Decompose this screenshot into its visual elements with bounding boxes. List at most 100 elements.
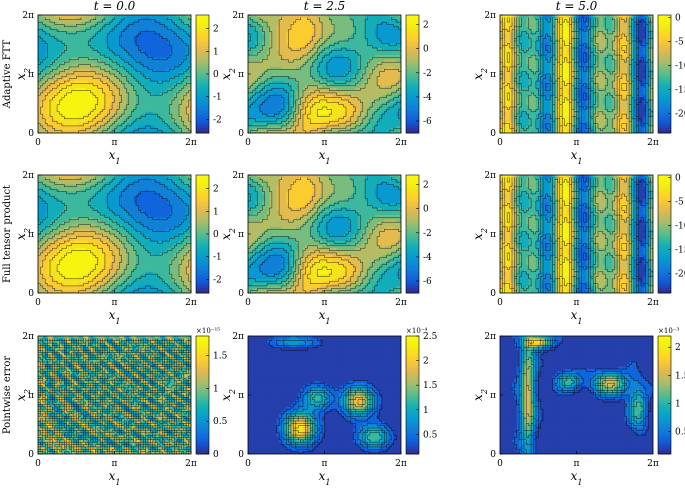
x-axis-label: x1 xyxy=(571,308,583,326)
x-axis-label: x1 xyxy=(109,469,121,487)
x-tick-label: 2π xyxy=(647,298,659,308)
colorbar-multiplier: ×10⁻³ xyxy=(658,327,679,335)
colorbar-multiplier: ×10⁻¹⁵ xyxy=(196,327,220,335)
colorbar-tick-label: 0 xyxy=(213,70,219,80)
colorbar-tick-label: -6 xyxy=(423,277,432,287)
contour-field xyxy=(248,175,401,293)
colorbar-tick-label: -20 xyxy=(675,270,685,280)
contour-field xyxy=(38,336,191,454)
colorbar: 2 1 0 -1 -2 xyxy=(195,174,222,294)
contour-lines xyxy=(511,338,653,454)
x-tick-label: π xyxy=(322,298,328,308)
row-label: Full tensor product xyxy=(2,185,13,283)
colorbar-tick-label: -2 xyxy=(213,275,222,285)
colorbar-tick-label: -15 xyxy=(675,86,685,96)
colorbar-multiplier: ×10⁻⁴ xyxy=(406,327,427,335)
y-axis-label: x2 xyxy=(14,228,32,240)
colorbar-tick-label: 0 xyxy=(423,205,429,215)
colorbar-tick-label: -2 xyxy=(423,229,432,239)
y-tick-label: π xyxy=(238,391,244,401)
column-title: t = 5.0 xyxy=(556,0,598,13)
x-tick-label: 0 xyxy=(497,298,503,308)
colorbar-tick-label: 0 xyxy=(213,230,219,240)
colorbar-tick-label: -4 xyxy=(423,93,432,103)
colorbar: 2.5 2 1.5 1 0.5 ×10⁻⁴ xyxy=(405,327,438,455)
colorbar: 0 -5 -10 -15 -20 xyxy=(657,13,685,134)
contour-lines xyxy=(38,338,191,454)
y-tick-label: 2π xyxy=(232,171,244,181)
x-tick-label: 0 xyxy=(35,459,41,469)
x-tick-label: 0 xyxy=(35,298,41,308)
y-tick-label: 0 xyxy=(28,129,34,139)
y-tick-label: 2π xyxy=(484,171,496,181)
colorbar-tick-label: -10 xyxy=(675,62,685,72)
y-tick-label: 2π xyxy=(22,171,34,181)
contour-lines xyxy=(500,177,653,293)
colorbar-tick-label: 2 xyxy=(423,357,429,367)
x-tick-label: 0 xyxy=(245,459,251,469)
colorbar-tick-label: 0.5 xyxy=(213,417,228,427)
x-tick-label: 2π xyxy=(395,138,407,148)
y-tick-label: π xyxy=(28,230,34,240)
y-tick-label: π xyxy=(28,391,34,401)
colorbar-tick-label: -6 xyxy=(423,117,432,127)
colorbar-tick-label: -4 xyxy=(423,253,432,263)
x-tick-label: 0 xyxy=(245,298,251,308)
colorbar-tick-label: 1 xyxy=(675,399,681,409)
colorbar-tick-label: 0 xyxy=(213,450,219,460)
y-tick-label: 0 xyxy=(238,289,244,299)
y-tick-label: π xyxy=(238,70,244,80)
x-tick-label: 0 xyxy=(245,138,251,148)
colorbar-tick-label: -10 xyxy=(675,222,685,232)
colorbar: 2 1.5 1 0.5 ×10⁻³ xyxy=(657,327,685,455)
colorbar-tick-label: -1 xyxy=(213,253,222,263)
colorbar-tick-label: 2 xyxy=(213,25,219,35)
x-axis-label: x1 xyxy=(571,148,583,166)
y-tick-label: 2π xyxy=(484,11,496,21)
y-axis-label: x2 xyxy=(219,68,237,80)
colorbar-tick-label: -5 xyxy=(675,197,684,207)
contour-field xyxy=(38,15,191,133)
row-label: Adaptive FTT xyxy=(2,39,13,109)
x-tick-label: π xyxy=(574,138,580,148)
x-tick-label: 2π xyxy=(395,298,407,308)
column-title: t = 2.5 xyxy=(304,0,346,13)
contour-lines xyxy=(269,338,397,454)
y-tick-label: 2π xyxy=(484,332,496,342)
colorbar-tick-label: 1 xyxy=(423,406,429,416)
x-axis-label: x1 xyxy=(319,148,331,166)
x-tick-label: 0 xyxy=(35,138,41,148)
colorbar-tick-label: -15 xyxy=(675,246,685,256)
contour-field xyxy=(500,175,653,293)
y-tick-label: 2π xyxy=(22,11,34,21)
x-axis-label: x1 xyxy=(319,308,331,326)
colorbar-tick-label: 0 xyxy=(675,173,681,183)
y-tick-label: π xyxy=(490,70,496,80)
x-tick-label: π xyxy=(574,298,580,308)
colorbar: 2 0 -2 -4 -6 xyxy=(405,14,432,134)
colorbar-tick-label: -2 xyxy=(423,69,432,79)
contour-lines xyxy=(248,177,401,293)
colorbar: 2 0 -2 -4 -6 xyxy=(405,174,432,294)
colorbar-tick-label: -1 xyxy=(213,93,222,103)
x-tick-label: 2π xyxy=(185,298,197,308)
contour-lines xyxy=(38,177,191,293)
x-tick-label: π xyxy=(112,298,118,308)
x-tick-label: 0 xyxy=(497,138,503,148)
panel-r2-c1: 00 π π 2π 2π x1 x2 2.5 2 1.5 1 0.5 ×10⁻⁴ xyxy=(219,327,438,487)
contour-lines xyxy=(500,17,653,133)
contour-lines xyxy=(248,17,401,133)
y-tick-label: 0 xyxy=(28,289,34,299)
contour-field xyxy=(38,175,191,293)
y-tick-label: 2π xyxy=(22,332,34,342)
x-tick-label: 2π xyxy=(395,459,407,469)
x-tick-label: π xyxy=(112,459,118,469)
colorbar-tick-label: 1.5 xyxy=(213,352,228,362)
x-tick-label: π xyxy=(574,459,580,469)
colorbar-tick-label: 2 xyxy=(675,343,681,353)
colorbar-tick-label: -20 xyxy=(675,110,685,120)
x-axis-label: x1 xyxy=(571,469,583,487)
